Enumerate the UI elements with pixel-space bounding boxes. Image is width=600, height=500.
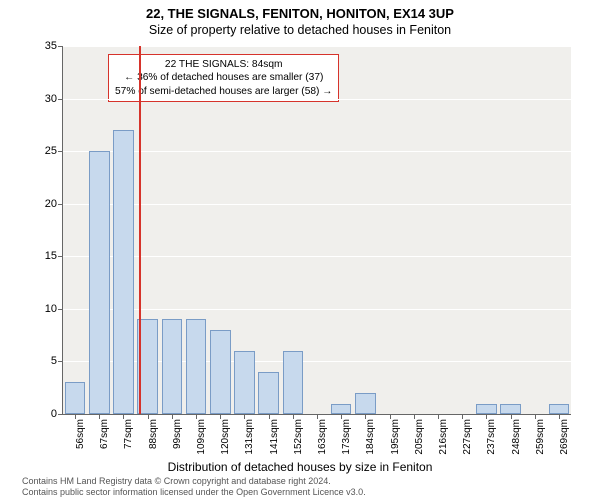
ytick-label: 20 xyxy=(45,198,57,210)
bar xyxy=(234,351,255,414)
bar xyxy=(258,372,279,414)
ytick-label: 35 xyxy=(45,40,57,52)
bar xyxy=(186,319,207,414)
xtick-label: 120sqm xyxy=(220,419,231,455)
annotation-line-1: 22 THE SIGNALS: 84sqm xyxy=(115,58,332,71)
ytick-mark xyxy=(58,309,63,310)
footnote: Contains HM Land Registry data © Crown c… xyxy=(22,476,366,498)
xtick-label: 205sqm xyxy=(414,419,425,455)
ytick-mark xyxy=(58,151,63,152)
bar xyxy=(65,382,86,414)
ytick-label: 0 xyxy=(51,408,57,420)
xtick-label: 259sqm xyxy=(535,419,546,455)
ytick-mark xyxy=(58,414,63,415)
ytick-label: 10 xyxy=(45,303,57,315)
bar xyxy=(476,404,497,415)
bar xyxy=(331,404,352,415)
plot-area: 22 THE SIGNALS: 84sqm ← 36% of detached … xyxy=(62,46,571,415)
ytick-mark xyxy=(58,204,63,205)
bar xyxy=(162,319,183,414)
xtick-label: 269sqm xyxy=(559,419,570,455)
xtick-label: 152sqm xyxy=(293,419,304,455)
annotation-box: 22 THE SIGNALS: 84sqm ← 36% of detached … xyxy=(108,54,339,102)
xtick-label: 99sqm xyxy=(172,419,183,449)
xtick-label: 109sqm xyxy=(196,419,207,455)
annotation-line-3: 57% of semi-detached houses are larger (… xyxy=(115,85,332,98)
xtick-label: 227sqm xyxy=(462,419,473,455)
xtick-label: 77sqm xyxy=(123,419,134,449)
chart-container: 22, THE SIGNALS, FENITON, HONITON, EX14 … xyxy=(0,0,600,500)
bar xyxy=(283,351,304,414)
xtick-label: 141sqm xyxy=(269,419,280,455)
reference-line xyxy=(139,46,141,414)
x-axis-label: Distribution of detached houses by size … xyxy=(0,460,600,474)
xtick-label: 131sqm xyxy=(244,419,255,455)
chart-title: 22, THE SIGNALS, FENITON, HONITON, EX14 … xyxy=(0,0,600,21)
chart-subtitle: Size of property relative to detached ho… xyxy=(0,21,600,37)
bar xyxy=(89,151,110,414)
bar xyxy=(500,404,521,415)
ytick-mark xyxy=(58,361,63,362)
ytick-mark xyxy=(58,46,63,47)
xtick-label: 184sqm xyxy=(365,419,376,455)
annotation-line-2: ← 36% of detached houses are smaller (37… xyxy=(115,71,332,84)
xtick-label: 67sqm xyxy=(99,419,110,449)
xtick-label: 56sqm xyxy=(75,419,86,449)
ytick-mark xyxy=(58,256,63,257)
bar xyxy=(355,393,376,414)
xtick-label: 173sqm xyxy=(341,419,352,455)
bar xyxy=(113,130,134,414)
xtick-label: 195sqm xyxy=(390,419,401,455)
xtick-label: 216sqm xyxy=(438,419,449,455)
ytick-label: 15 xyxy=(45,250,57,262)
xtick-label: 163sqm xyxy=(317,419,328,455)
ytick-mark xyxy=(58,99,63,100)
xtick-label: 88sqm xyxy=(148,419,159,449)
footnote-line-1: Contains HM Land Registry data © Crown c… xyxy=(22,476,366,487)
bar xyxy=(210,330,231,414)
ytick-label: 25 xyxy=(45,145,57,157)
bar xyxy=(549,404,570,415)
ytick-label: 30 xyxy=(45,93,57,105)
xtick-label: 237sqm xyxy=(486,419,497,455)
xtick-label: 248sqm xyxy=(511,419,522,455)
footnote-line-2: Contains public sector information licen… xyxy=(22,487,366,498)
ytick-label: 5 xyxy=(51,355,57,367)
